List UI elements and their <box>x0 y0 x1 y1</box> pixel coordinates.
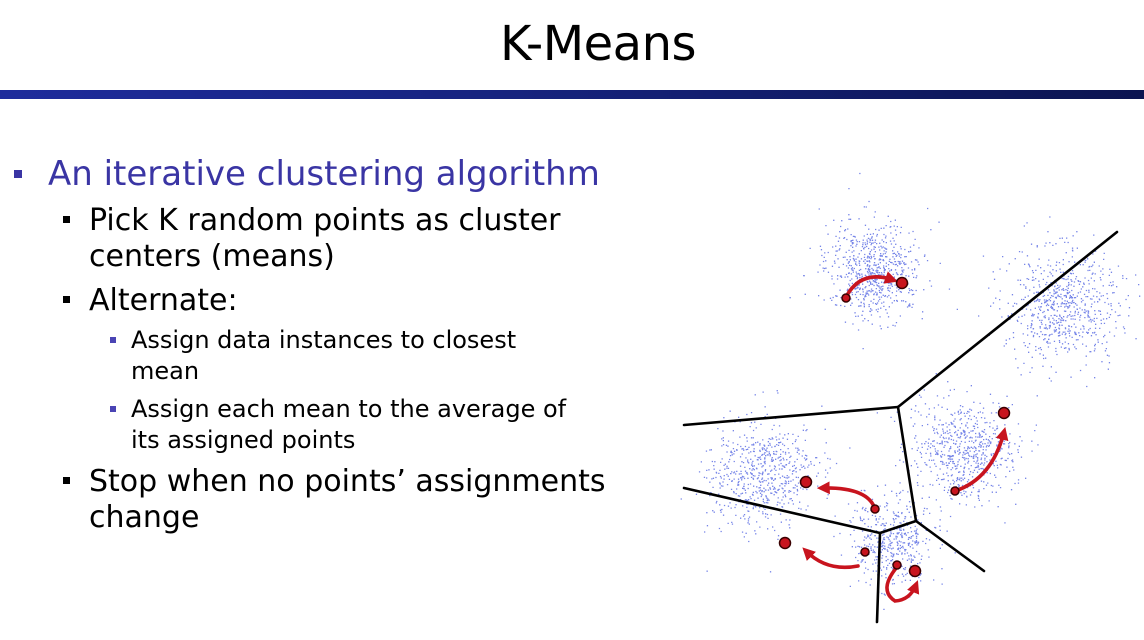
voronoi-boundaries <box>682 230 1119 624</box>
slide-title: K-Means <box>499 16 697 72</box>
bullet-pick-line-2: centers (means) <box>89 239 335 274</box>
bullet-stop-line-2: change <box>89 500 200 535</box>
bullet-marker <box>110 337 116 343</box>
old-mean-point <box>950 486 960 496</box>
new-mean-point <box>908 564 922 578</box>
move-arrow <box>953 426 1009 493</box>
bullet-marker <box>63 216 70 223</box>
data-points <box>680 172 1141 611</box>
bullet-marker <box>14 170 22 178</box>
move-arrow <box>816 481 877 511</box>
new-mean-point <box>778 536 792 550</box>
bullet-marker <box>63 477 70 484</box>
bullet-main: An iterative clustering algorithm <box>48 154 600 194</box>
new-mean-point <box>997 406 1011 420</box>
old-mean-point <box>870 504 880 514</box>
bullet-marker <box>63 296 70 303</box>
move-arrow <box>844 271 898 299</box>
move-arrow <box>885 565 920 603</box>
new-mean-point <box>895 276 909 290</box>
bullet-alternate: Alternate: <box>89 283 238 318</box>
boundary-line <box>878 519 918 535</box>
boundary-line <box>682 405 900 427</box>
old-mean-point <box>892 560 902 570</box>
bullet-pick-line-1: Pick K random points as cluster <box>89 203 561 238</box>
mean-movement-arrows <box>802 271 1009 603</box>
boundary-line <box>682 486 882 535</box>
boundary-line <box>896 405 918 523</box>
boundary-line <box>914 519 986 573</box>
boundary-line <box>875 531 882 624</box>
sub-bullet-assign-instances-line-2: mean <box>131 357 200 385</box>
data-point-clouds <box>680 172 1141 611</box>
move-arrow <box>802 547 860 570</box>
bullet-marker <box>110 406 116 412</box>
sub-bullet-assign-instances-line-1: Assign data instances to closest <box>131 326 517 354</box>
kmeans-diagram <box>680 172 1141 624</box>
title-rule <box>0 90 1144 99</box>
cluster-means <box>778 276 1011 578</box>
bullet-list: An iterative clustering algorithm Pick K… <box>14 154 606 535</box>
bullet-stop-line-1: Stop when no points’ assignments <box>89 464 606 499</box>
sub-bullet-assign-mean-line-1: Assign each mean to the average of <box>131 395 567 423</box>
old-mean-point <box>860 547 870 557</box>
old-mean-point <box>841 293 851 303</box>
sub-bullet-assign-mean-line-2: its assigned points <box>131 426 356 454</box>
boundary-line <box>896 230 1119 409</box>
new-mean-point <box>799 475 813 489</box>
